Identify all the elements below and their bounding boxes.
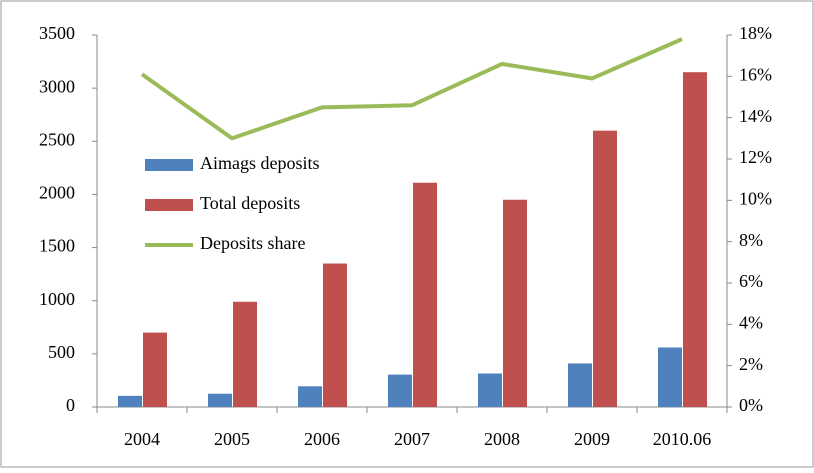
y2-tick-label: 4% [739,312,763,332]
y-tick-label: 1500 [39,236,75,256]
x-tick-label: 2005 [214,429,250,449]
y2-tick-label: 2% [739,354,763,374]
x-tick-label: 2004 [124,429,160,449]
y2-tick-label: 0% [739,395,763,415]
y2-tick-label: 16% [739,64,772,84]
y-tick-label: 1000 [39,289,75,309]
y2-tick-label: 14% [739,106,772,126]
bar [478,373,502,407]
legend-label: Total deposits [200,193,300,213]
y2-tick-label: 12% [739,147,772,167]
y2-tick-label: 8% [739,230,763,250]
y-tick-label: 3500 [39,23,75,43]
x-tick-label: 2007 [394,429,430,449]
bar [658,347,682,407]
legend-label: Aimags deposits [200,153,320,173]
y-tick-label: 2000 [39,183,75,203]
legend-swatch [145,199,193,211]
bar [323,263,347,407]
x-tick-label: 2008 [484,429,520,449]
x-tick-label: 2009 [574,429,610,449]
bar [233,301,257,407]
y2-tick-label: 6% [739,271,763,291]
bar [298,386,322,407]
y-tick-label: 500 [48,342,75,362]
bar [208,393,232,407]
legend-swatch [145,159,193,171]
y-tick-label: 2500 [39,129,75,149]
legend-label: Deposits share [200,233,305,253]
y-tick-label: 3000 [39,76,75,96]
y2-tick-label: 18% [739,23,772,43]
x-tick-label: 2006 [304,429,340,449]
bar [143,332,167,407]
bar [568,363,592,407]
line [140,37,683,141]
bar [413,182,437,407]
y2-tick-label: 10% [739,188,772,208]
bar [593,130,617,407]
y-tick-label: 0 [66,395,75,415]
bar [118,395,142,407]
bar [503,199,527,407]
bar [388,374,412,407]
x-tick-label: 2010.06 [653,429,712,449]
bar [683,72,707,407]
